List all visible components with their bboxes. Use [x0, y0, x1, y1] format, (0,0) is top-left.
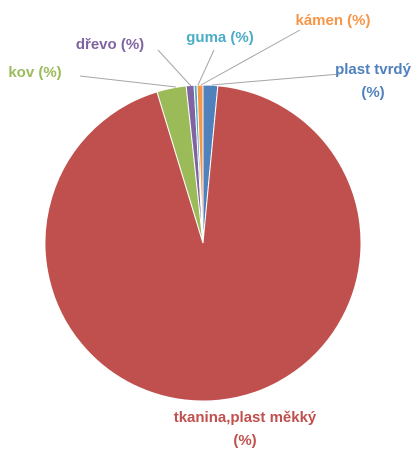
leader-line: [79, 75, 177, 88]
slice-label: guma (%): [186, 29, 254, 46]
slice-label: plast tvrdý (%): [335, 61, 411, 101]
slice-label: dřevo (%): [75, 36, 145, 53]
leader-line: [157, 49, 192, 87]
leader-lines: [79, 29, 341, 88]
pie-slice: [196, 84, 204, 244]
leader-line: [197, 49, 215, 86]
leader-line: [200, 29, 301, 86]
slice-label: kov (%): [8, 64, 62, 81]
leader-line: [211, 73, 341, 86]
slice-label: tkanina,plast měkký (%): [173, 409, 317, 449]
slice-label: kámen (%): [295, 12, 371, 29]
pie-slice: [44, 85, 362, 402]
